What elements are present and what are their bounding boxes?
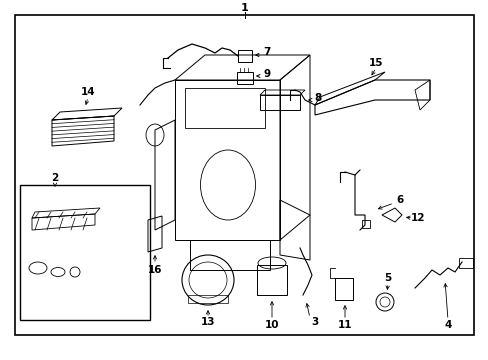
Text: 8: 8 (314, 93, 321, 103)
Text: 13: 13 (201, 317, 215, 327)
Text: 16: 16 (147, 265, 162, 275)
Text: 5: 5 (384, 273, 391, 283)
Bar (361, 220, 369, 228)
Bar (187, 295, 227, 303)
Bar (334, 278, 352, 300)
Bar (237, 72, 252, 84)
Text: 12: 12 (410, 213, 425, 223)
Text: 2: 2 (51, 173, 59, 183)
Text: 11: 11 (337, 320, 351, 330)
Bar (184, 88, 264, 128)
Text: 14: 14 (81, 87, 95, 97)
Bar (257, 265, 286, 295)
Text: 9: 9 (263, 69, 270, 79)
Text: 15: 15 (368, 58, 383, 68)
Text: 1: 1 (241, 3, 248, 13)
Bar (238, 50, 251, 62)
Text: 4: 4 (444, 320, 451, 330)
Text: 10: 10 (264, 320, 279, 330)
Text: 3: 3 (311, 317, 318, 327)
Text: 6: 6 (396, 195, 403, 205)
Bar (20, 185, 150, 320)
Bar (458, 258, 472, 268)
Text: 7: 7 (263, 47, 270, 57)
Bar (15, 15, 473, 335)
